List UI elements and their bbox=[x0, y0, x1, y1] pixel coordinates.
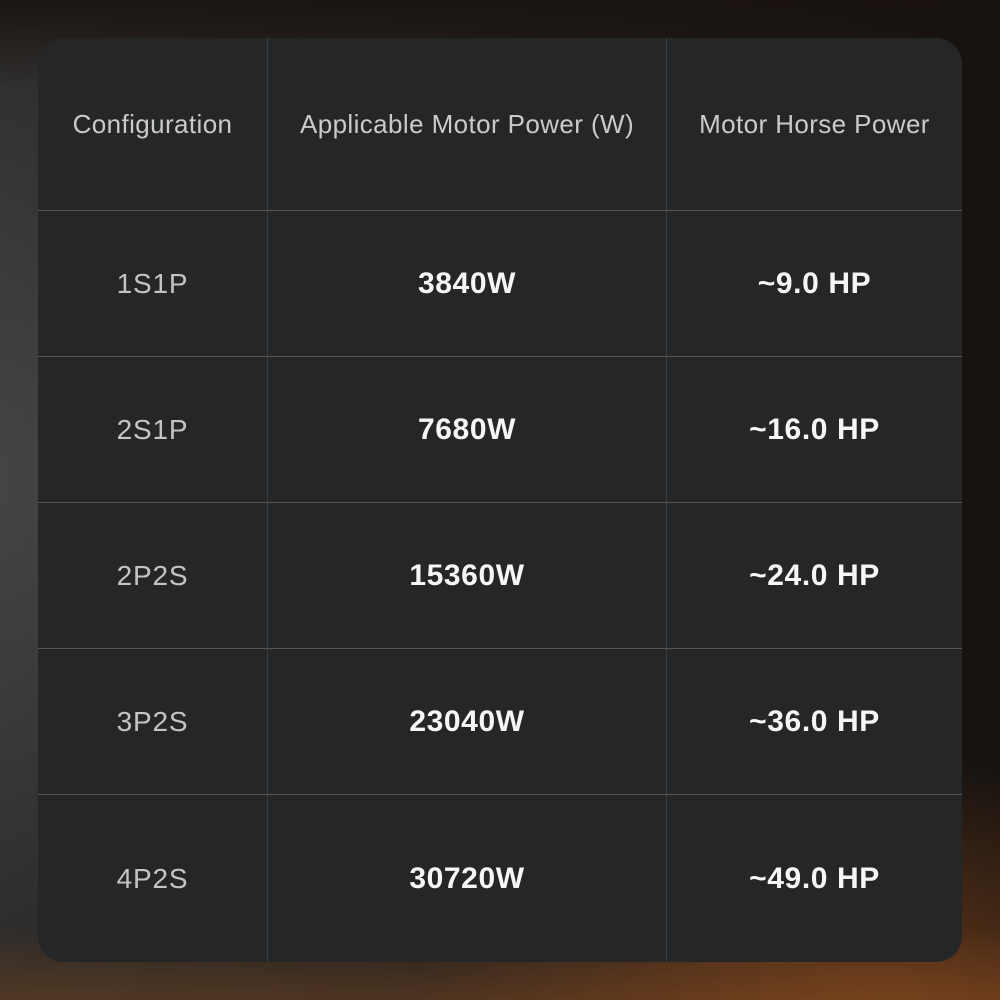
hp-cell: ~9.0 HP bbox=[667, 210, 962, 356]
power-cell: 7680W bbox=[267, 356, 667, 502]
hp-cell: ~16.0 HP bbox=[667, 356, 962, 502]
power-cell: 3840W bbox=[267, 210, 667, 356]
column-header-motor-power: Applicable Motor Power (W) bbox=[267, 38, 667, 210]
column-header-configuration: Configuration bbox=[72, 108, 233, 139]
hp-cell: ~49.0 HP bbox=[667, 794, 962, 962]
config-cell: 1S1P bbox=[38, 210, 267, 356]
config-cell: 2P2S bbox=[38, 502, 267, 648]
config-cell: 4P2S bbox=[38, 794, 267, 962]
power-cell: 23040W bbox=[267, 648, 667, 794]
hp-cell: ~24.0 HP bbox=[667, 502, 962, 648]
hp-cell: ~36.0 HP bbox=[667, 648, 962, 794]
column-header-horse-power: Motor Horse Power bbox=[699, 108, 930, 139]
config-cell: 2S1P bbox=[38, 356, 267, 502]
config-cell: 3P2S bbox=[38, 648, 267, 794]
power-cell: 30720W bbox=[267, 794, 667, 962]
power-cell: 15360W bbox=[267, 502, 667, 648]
motor-power-spec-table: Configuration Applicable Motor Power (W)… bbox=[38, 38, 962, 962]
